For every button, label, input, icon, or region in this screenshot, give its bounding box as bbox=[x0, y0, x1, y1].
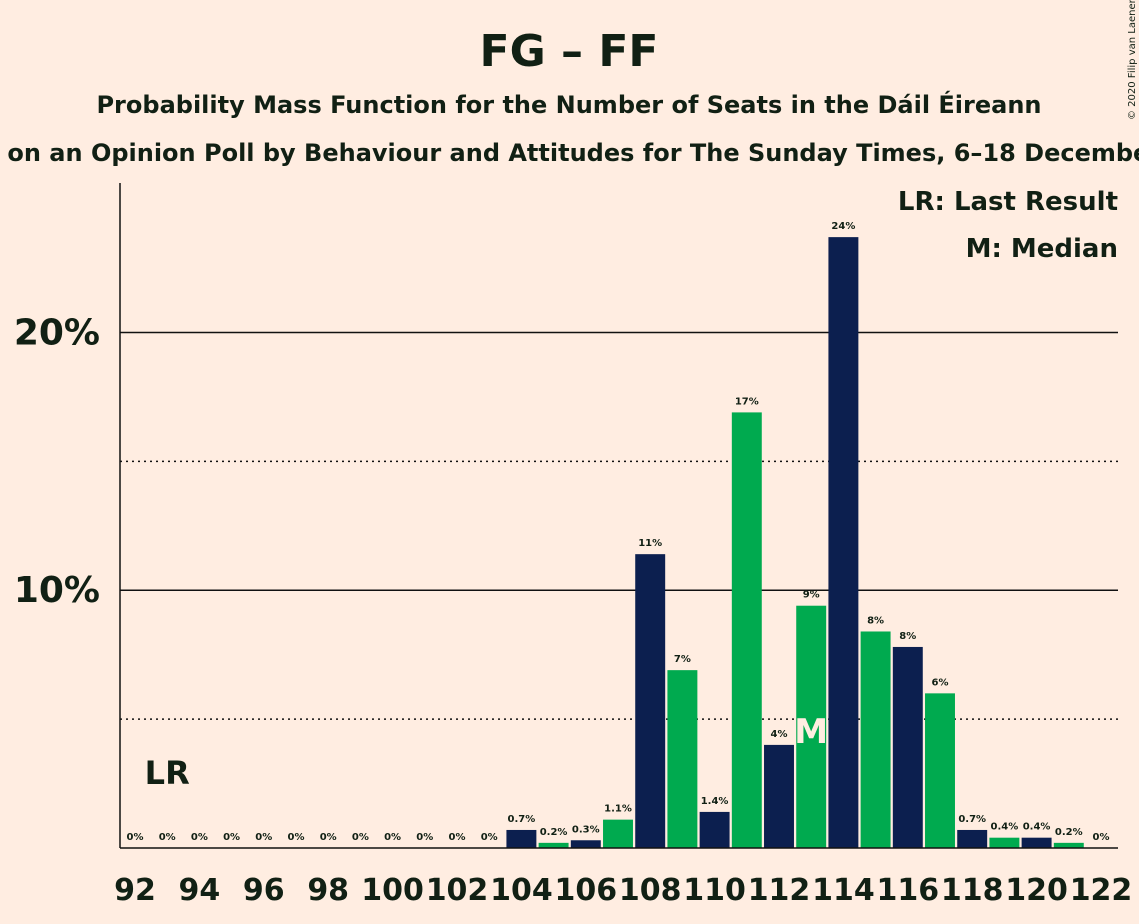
bar bbox=[957, 829, 988, 848]
value-label: 7% bbox=[674, 654, 691, 665]
value-label: 0% bbox=[416, 832, 433, 843]
y-tick-label: 20% bbox=[14, 312, 100, 353]
bar bbox=[538, 842, 569, 848]
value-label: 0% bbox=[449, 832, 466, 843]
bar bbox=[828, 237, 859, 848]
value-label: 0.7% bbox=[508, 814, 536, 825]
median-marker: M bbox=[794, 712, 828, 752]
bar bbox=[989, 837, 1020, 848]
bar bbox=[699, 811, 730, 848]
bar bbox=[892, 646, 923, 848]
x-tick-label: 104 bbox=[490, 873, 553, 908]
value-label: 0% bbox=[320, 832, 337, 843]
value-label: 8% bbox=[867, 615, 884, 626]
value-label: 17% bbox=[735, 396, 759, 407]
bar bbox=[731, 412, 762, 848]
value-label: 8% bbox=[899, 631, 916, 642]
bar bbox=[1053, 842, 1084, 848]
x-tick-label: 114 bbox=[812, 873, 875, 908]
x-tick-label: 116 bbox=[876, 873, 939, 908]
last-result-marker: LR bbox=[145, 754, 190, 792]
value-label: 1.1% bbox=[604, 804, 632, 815]
bar bbox=[603, 819, 633, 848]
chart-title: FG – FF bbox=[480, 26, 659, 77]
x-tick-label: 102 bbox=[426, 873, 489, 908]
bar bbox=[764, 744, 794, 848]
value-label: 11% bbox=[638, 538, 662, 549]
value-label: 0% bbox=[159, 832, 176, 843]
bar bbox=[1021, 837, 1052, 848]
x-tick-label: 100 bbox=[361, 873, 424, 908]
value-label: 4% bbox=[771, 729, 788, 740]
x-tick-label: 96 bbox=[243, 873, 285, 908]
value-label: 0.2% bbox=[540, 827, 568, 838]
value-label: 6% bbox=[932, 677, 949, 688]
bar bbox=[796, 605, 827, 848]
value-label: 9% bbox=[803, 590, 820, 601]
value-label: 0% bbox=[127, 832, 144, 843]
value-label: 0% bbox=[481, 832, 498, 843]
value-label: 1.4% bbox=[701, 796, 729, 807]
x-tick-label: 118 bbox=[941, 873, 1004, 908]
value-label: 0.4% bbox=[991, 822, 1019, 833]
x-tick-label: 122 bbox=[1070, 873, 1133, 908]
bar bbox=[635, 554, 666, 848]
legend-entry: M: Median bbox=[966, 234, 1118, 264]
x-tick-label: 106 bbox=[554, 873, 617, 908]
x-tick-label: 94 bbox=[179, 873, 221, 908]
value-label: 24% bbox=[831, 221, 855, 232]
subtitle: Probability Mass Function for the Number… bbox=[96, 90, 1041, 119]
x-tick-label: 108 bbox=[619, 873, 682, 908]
value-label: 0% bbox=[255, 832, 272, 843]
x-tick-label: 112 bbox=[748, 873, 811, 908]
value-label: 0% bbox=[223, 832, 240, 843]
legend-entry: LR: Last Result bbox=[898, 187, 1118, 217]
x-tick-label: 120 bbox=[1005, 873, 1068, 908]
value-label: 0.7% bbox=[958, 814, 986, 825]
bar bbox=[667, 670, 698, 848]
value-label: 0.3% bbox=[572, 824, 600, 835]
x-tick-label: 110 bbox=[683, 873, 746, 908]
bar bbox=[570, 840, 601, 848]
bar bbox=[925, 693, 955, 848]
value-label: 0% bbox=[352, 832, 369, 843]
value-label: 0% bbox=[191, 832, 208, 843]
value-label: 0.2% bbox=[1055, 827, 1083, 838]
bar bbox=[506, 829, 537, 848]
subtitle: ased on an Opinion Poll by Behaviour and… bbox=[0, 139, 1139, 167]
x-tick-label: 92 bbox=[114, 873, 156, 908]
copyright: © 2020 Filip van Laenen bbox=[1127, 0, 1138, 120]
value-label: 0% bbox=[384, 832, 401, 843]
bar bbox=[860, 631, 891, 848]
value-label: 0.4% bbox=[1023, 822, 1051, 833]
x-tick-label: 98 bbox=[307, 873, 349, 908]
value-label: 0% bbox=[288, 832, 305, 843]
y-tick-label: 10% bbox=[14, 570, 100, 611]
value-label: 0% bbox=[1093, 832, 1110, 843]
